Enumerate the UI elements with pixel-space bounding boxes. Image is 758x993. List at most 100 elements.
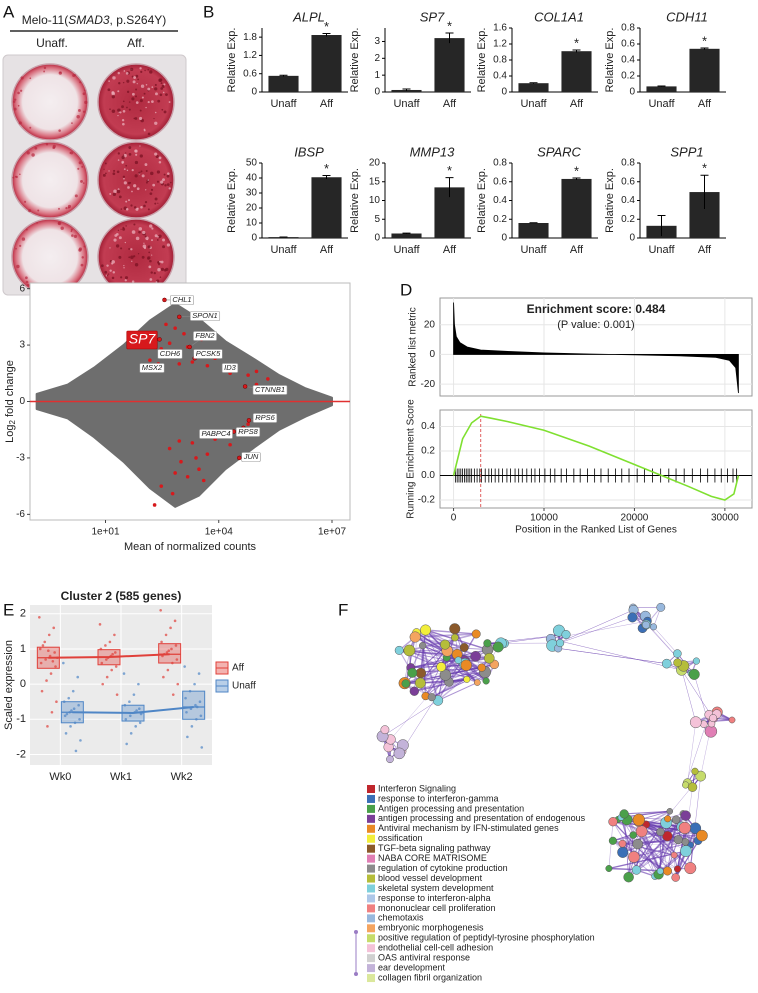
gene-point [72,707,76,711]
network-node [696,829,708,842]
significant-gene [190,360,195,364]
stain-speckle [157,261,159,263]
significance-mark: * [324,161,329,176]
stain-speckle [117,114,119,117]
network-node [662,830,673,842]
stain-speckle [125,164,128,167]
stain-speckle [162,178,165,182]
error-bar [700,174,709,209]
gene-point [125,742,128,746]
stain-speckle [116,189,121,194]
y-tick-label: 3 [374,36,380,47]
y-axis-label: Ranked list metric [408,307,419,386]
stain-speckle [146,238,148,241]
stain-speckle [29,126,32,129]
network-node [688,668,700,680]
gene-label: PABPC4 [201,429,230,438]
y-tick-label: 0.0 [421,470,435,481]
stain-speckle [156,180,160,183]
stain-speckle [102,173,106,177]
stain-speckle [137,78,140,81]
gene-point [115,693,119,696]
stain-speckle [154,121,158,125]
gene-point [111,652,114,656]
network-node [680,845,692,857]
stain-speckle [16,264,20,269]
x-tick-label: 1e+07 [318,527,347,538]
column-label: Unaff. [36,36,68,50]
legend-label: Antigen processing and presentation [378,803,524,813]
gene-point [170,647,173,651]
stain-speckle [134,117,138,120]
stain-speckle [15,175,18,179]
y-tick-label: 0.2 [421,446,435,457]
labeled-gene [187,344,192,350]
bar [646,86,677,92]
legend-label: chemotaxis [378,913,424,923]
stain-speckle [122,226,125,229]
stain-speckle [161,108,164,111]
y-tick-label: 0.2 [493,214,507,225]
error-bar [572,49,581,53]
stain-speckle [126,90,130,94]
stain-speckle [78,161,82,165]
stain-speckle [158,237,160,239]
stain-speckle [163,110,167,114]
significant-gene [164,322,168,327]
significant-gene [194,456,198,460]
network-node [386,755,394,764]
stain-speckle [83,89,86,92]
stain-speckle [139,67,142,70]
significant-gene [173,471,177,475]
gene-point [55,700,58,704]
network-node [687,782,698,792]
gene-point [135,709,138,712]
gene-point [129,732,133,735]
stain-speckle [24,200,27,203]
stain-speckle [128,248,131,250]
significant-gene [159,484,164,488]
wells [11,63,175,296]
bar [561,51,592,92]
gene-label: RPS8 [238,427,258,436]
stain-speckle [71,234,74,237]
network-node [671,873,680,882]
stain-speckle [123,70,126,72]
labeled-gene [157,337,162,342]
chart-title: ALPL [292,9,325,24]
significant-gene [190,441,195,445]
stain-speckle [160,180,164,184]
stain-speckle [162,245,166,249]
gene-point [159,608,162,612]
stain-speckle [154,202,157,205]
gene-label-box [199,429,233,439]
gene-label-box [221,363,239,373]
stain-speckle [158,161,162,164]
network-edge [415,633,477,638]
legend-label: Aff [232,663,244,674]
stain-speckle [140,170,143,173]
network-node [673,865,682,873]
legend-label: Interferon Signaling [378,783,456,793]
stain-speckle [150,188,154,191]
chart-title: Enrichment score: 0.484 [527,302,666,316]
stain-speckle [74,194,78,198]
error-bar [657,85,666,87]
stain-speckle [131,92,135,96]
bar [434,38,465,92]
stain-speckle [149,259,152,263]
gene-point [162,675,165,679]
stain-speckle [136,187,140,191]
gene-point [101,682,104,686]
stain-speckle [123,168,126,171]
stain-speckle [77,167,80,170]
stain-speckle [52,144,56,148]
y-tick-label: 0.6 [621,39,635,50]
y-tick-label: 0 [20,678,26,690]
network-node [671,815,681,824]
gene-point [124,717,128,721]
network-edge [422,645,488,651]
stain-speckle [143,128,146,131]
network-node [483,639,492,648]
gene-point [198,700,202,704]
